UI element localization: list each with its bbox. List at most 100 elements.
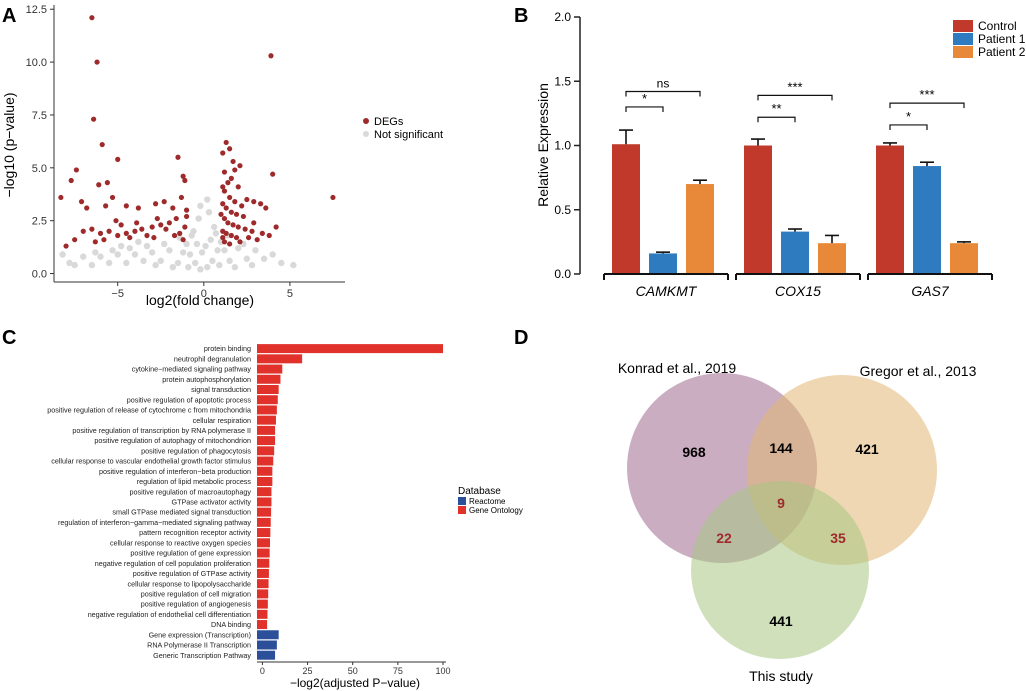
enrichment-bar-10 xyxy=(257,446,275,456)
sig-bracket-5 xyxy=(889,102,965,109)
venn-label-konrad: Konrad et al., 2019 xyxy=(618,360,737,376)
deg-point-46 xyxy=(101,237,107,243)
enrichment-x-label: −log2(adjusted P−value) xyxy=(290,676,420,690)
deg-point-71 xyxy=(221,188,228,194)
deg-point-83 xyxy=(235,224,241,230)
ns-point-39 xyxy=(143,242,151,250)
venn-count-this-study-only: 441 xyxy=(769,613,793,629)
enrichment-bar-23 xyxy=(257,579,269,589)
deg-point-59 xyxy=(221,169,228,175)
volcano-y-label: −log10 (p−value) xyxy=(1,92,17,197)
deg-point-89 xyxy=(233,234,240,241)
deg-point-98 xyxy=(330,194,336,201)
enrichment-term-16: small GTPase mediated signal transductio… xyxy=(112,508,251,517)
expression-y-tick-label-0: 0.0 xyxy=(554,267,571,281)
enrichment-bar-19 xyxy=(257,538,271,548)
deg-point-5 xyxy=(68,177,74,184)
enrichment-term-14: positive regulation of macroautophagy xyxy=(130,487,252,496)
deg-point-10 xyxy=(84,205,90,211)
enrichment-term-22: positive regulation of GTPase activity xyxy=(133,569,252,578)
deg-point-97 xyxy=(268,53,274,59)
enrichment-term-27: DNA binding xyxy=(211,620,251,629)
deg-point-78 xyxy=(233,211,240,217)
enrichment-bar-14 xyxy=(257,487,272,497)
deg-point-73 xyxy=(232,199,238,205)
ns-point-53 xyxy=(278,259,285,267)
ns-point-31 xyxy=(269,251,276,258)
enrichment-bar-27 xyxy=(257,620,268,630)
deg-point-2 xyxy=(91,116,97,122)
ns-point-1 xyxy=(204,263,211,271)
deg-point-65 xyxy=(251,199,257,205)
ns-point-4 xyxy=(186,251,194,258)
deg-point-11 xyxy=(103,203,109,209)
deg-point-12 xyxy=(104,180,110,186)
enrichment-bar-2 xyxy=(257,364,283,374)
legend-reactome-swatch xyxy=(458,497,466,505)
deg-point-51 xyxy=(151,234,157,241)
deg-point-33 xyxy=(115,232,121,239)
volcano-x-tick-label-2: 5 xyxy=(287,288,293,300)
deg-point-66 xyxy=(263,205,269,211)
enrichment-term-3: protein autophosphorylation xyxy=(162,375,251,384)
deg-point-20 xyxy=(175,154,181,160)
deg-point-88 xyxy=(228,232,234,239)
bar-cox15-patient2 xyxy=(818,243,846,274)
enrichment-term-28: Gene expression (Transcription) xyxy=(149,630,251,639)
deg-point-84 xyxy=(242,226,248,232)
deg-point-36 xyxy=(89,226,95,232)
volcano-y-tick-label-5: 12.5 xyxy=(26,4,47,16)
deg-point-3 xyxy=(99,141,105,148)
sig-label-0: * xyxy=(642,91,647,106)
ns-point-25 xyxy=(221,247,228,254)
ns-point-17 xyxy=(243,255,251,262)
bar-gas7-patient2 xyxy=(950,243,978,274)
enrichment-bar-8 xyxy=(257,425,276,435)
legend-control-swatch xyxy=(953,20,973,32)
legend-patient1-label: Patient 1 xyxy=(978,32,1026,46)
enrichment-bar-26 xyxy=(257,609,268,619)
venn-set-this-study xyxy=(691,481,869,659)
deg-point-75 xyxy=(220,201,226,207)
ns-point-22 xyxy=(88,261,96,269)
deg-point-23 xyxy=(178,194,185,201)
sig-label-1: ns xyxy=(657,77,670,91)
enrichment-term-30: Generic Transcription Pathway xyxy=(153,651,251,660)
venn-count-konrad-this-study: 22 xyxy=(716,530,732,546)
enrichment-bar-30 xyxy=(257,650,276,660)
deg-point-94 xyxy=(227,241,233,247)
deg-point-93 xyxy=(221,239,228,245)
enrichment-legend: Database Reactome Gene Ontology xyxy=(458,486,523,515)
enrichment-term-20: positive regulation of gene expression xyxy=(130,549,251,558)
deg-point-9 xyxy=(96,182,102,188)
enrichment-bar-20 xyxy=(257,548,270,558)
ns-point-16 xyxy=(157,257,164,265)
enrichment-term-9: positive regulation of autophagy of mito… xyxy=(94,436,251,445)
ns-point-58 xyxy=(248,261,256,269)
ns-point-59 xyxy=(135,238,142,246)
sig-bracket-4 xyxy=(889,124,928,130)
enrichment-term-11: cellular response to vascular endothelia… xyxy=(51,457,251,466)
venn-count-gregor-this-study: 35 xyxy=(830,530,846,546)
deg-point-41 xyxy=(163,226,169,232)
deg-point-27 xyxy=(166,220,172,226)
deg-point-69 xyxy=(273,224,279,230)
deg-point-68 xyxy=(270,171,276,177)
enrichment-bar-12 xyxy=(257,466,273,476)
deg-point-91 xyxy=(254,237,260,243)
ns-point-46 xyxy=(231,263,238,271)
deg-point-4 xyxy=(73,167,79,173)
enrichment-bar-17 xyxy=(257,517,271,527)
ns-point-54 xyxy=(290,261,297,269)
ns-point-30 xyxy=(131,251,139,258)
deg-point-77 xyxy=(228,209,234,215)
deg-point-8 xyxy=(78,199,85,205)
venn-label-gregor: Gregor et al., 2013 xyxy=(860,363,977,379)
volcano-x-label: log2(fold change) xyxy=(146,292,254,308)
volcano-plot: −5 0 5 0.0 2.5 5.0 7.5 10.0 12.5 log2(fold chan… xyxy=(1,4,443,308)
ns-point-24 xyxy=(179,249,187,256)
ns-point-49 xyxy=(197,202,204,210)
deg-point-53 xyxy=(223,139,229,146)
expression-y-tick-label-1: 0.5 xyxy=(554,203,571,217)
